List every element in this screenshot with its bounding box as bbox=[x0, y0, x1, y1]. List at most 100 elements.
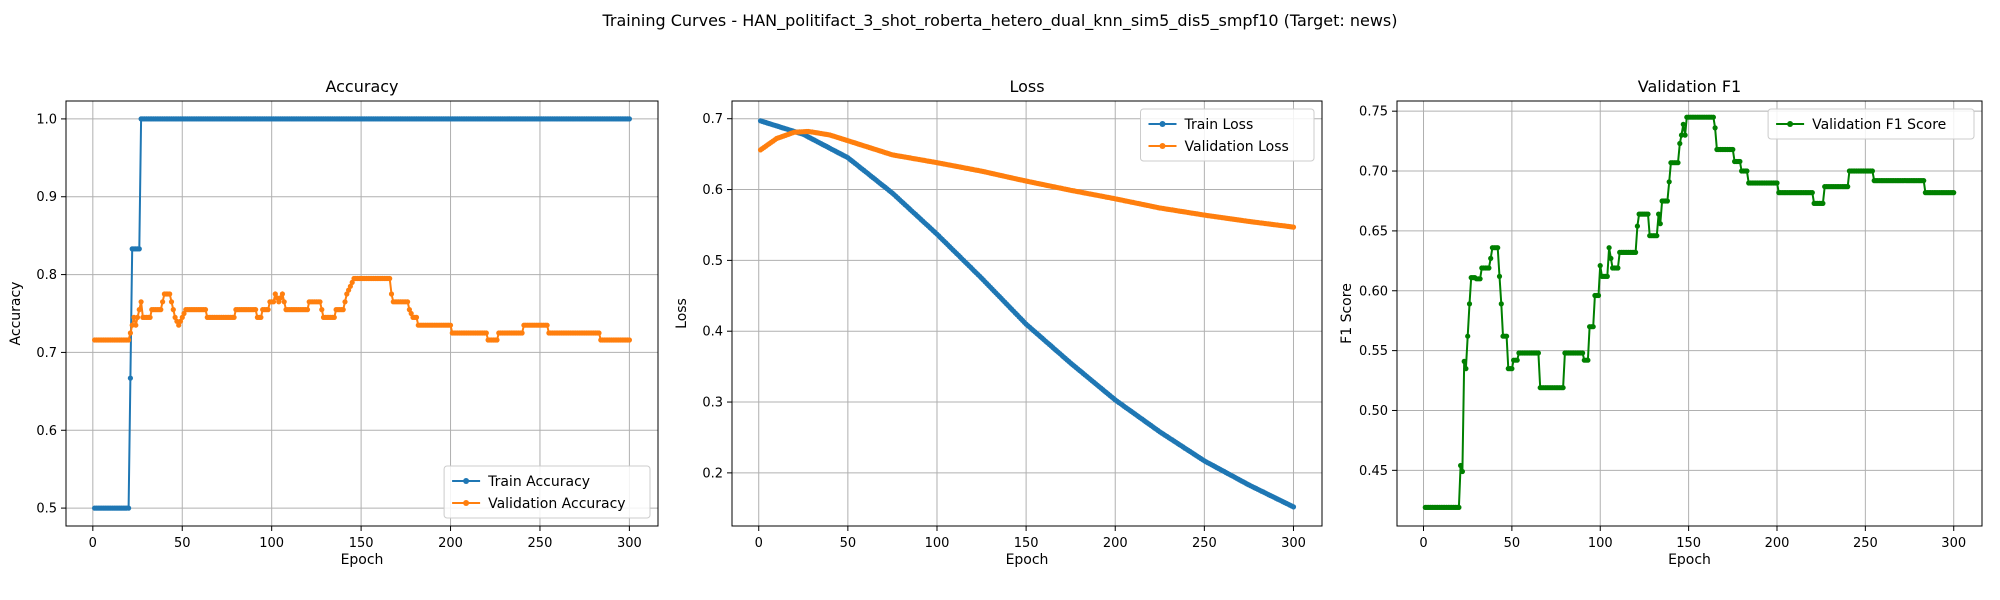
data-point bbox=[258, 314, 264, 320]
data-point bbox=[347, 283, 353, 289]
series-validation-f1-score bbox=[1422, 114, 1957, 510]
data-point bbox=[138, 299, 144, 305]
data-point bbox=[281, 299, 287, 305]
data-point bbox=[1657, 221, 1663, 227]
y-axis-label: F1 Score bbox=[1339, 283, 1355, 344]
data-point bbox=[1680, 121, 1686, 127]
data-point bbox=[160, 299, 166, 305]
data-point bbox=[1466, 301, 1473, 307]
data-point bbox=[596, 330, 602, 336]
data-point bbox=[1486, 265, 1492, 271]
data-point bbox=[1730, 146, 1736, 153]
y-tick-label: 0.6 bbox=[702, 183, 723, 198]
data-point bbox=[1845, 184, 1851, 190]
data-point bbox=[170, 307, 176, 313]
data-point bbox=[278, 295, 284, 301]
panel-title: Accuracy bbox=[325, 77, 398, 96]
data-point bbox=[1514, 357, 1520, 363]
y-tick-label: 0.60 bbox=[1359, 284, 1388, 299]
panel-2: 0 50 100 150 200 250 300 0.2 0.3 0.4 0.5 0.6 0.7 Loss… bbox=[674, 77, 1323, 568]
data-point bbox=[1682, 132, 1688, 138]
series-validation-accuracy bbox=[92, 275, 633, 343]
y-axis-label: Loss bbox=[674, 298, 690, 329]
data-point bbox=[270, 299, 277, 305]
figure-title: Training Curves - HAN_politifact_3_shot_… bbox=[602, 11, 1398, 31]
data-point bbox=[1606, 245, 1612, 251]
data-point bbox=[1458, 462, 1464, 469]
data-point bbox=[388, 291, 395, 297]
series-train-accuracy bbox=[92, 116, 633, 511]
x-tick-label: 200 bbox=[1103, 536, 1128, 551]
legend-swatch-marker bbox=[1159, 121, 1166, 127]
legend-box bbox=[443, 465, 651, 519]
data-point bbox=[349, 279, 355, 285]
data-point bbox=[1456, 504, 1462, 510]
data-point bbox=[1608, 255, 1614, 261]
data-point bbox=[231, 314, 237, 320]
y-tick-label: 0.6 bbox=[36, 424, 57, 439]
data-point bbox=[1604, 273, 1610, 279]
x-tick-label: 150 bbox=[1014, 536, 1039, 551]
data-point bbox=[304, 307, 311, 313]
data-point bbox=[1774, 180, 1780, 186]
x-axis-label: Epoch bbox=[1006, 552, 1049, 568]
data-point bbox=[174, 318, 180, 324]
data-point bbox=[1633, 249, 1639, 255]
data-point bbox=[319, 307, 325, 313]
data-point bbox=[331, 314, 337, 320]
panel-3: 0 50 100 150 200 250 300 0.45 0.50 0.55 0.60 0.65 0.… bbox=[1339, 77, 1983, 568]
y-tick-label: 0.45 bbox=[1359, 464, 1388, 479]
data-point bbox=[126, 505, 132, 511]
panel-1: 0 50 100 150 200 250 300 0.5 0.6 0.7 0.8 0.9 1.0 Accu… bbox=[8, 77, 659, 568]
data-point bbox=[406, 307, 412, 313]
data-point bbox=[1809, 190, 1815, 196]
y-tick-label: 0.8 bbox=[36, 268, 57, 283]
x-tick-label: 150 bbox=[349, 536, 374, 551]
legend-label: Validation F1 Score bbox=[1812, 117, 1946, 133]
x-tick-label: 100 bbox=[925, 536, 950, 551]
data-point bbox=[1666, 179, 1672, 185]
series-line bbox=[1425, 116, 1954, 509]
data-point bbox=[1590, 324, 1596, 330]
data-point bbox=[1712, 125, 1718, 131]
y-tick-label: 0.70 bbox=[1359, 165, 1388, 180]
y-tick-label: 0.75 bbox=[1359, 105, 1388, 120]
data-point bbox=[483, 330, 489, 336]
data-point bbox=[494, 337, 500, 343]
data-point bbox=[1595, 292, 1602, 299]
data-point bbox=[272, 291, 278, 297]
legend-swatch-marker bbox=[1159, 143, 1166, 149]
data-point bbox=[1744, 168, 1750, 174]
data-point bbox=[387, 275, 393, 282]
data-point bbox=[147, 314, 153, 320]
x-tick-label: 300 bbox=[617, 536, 642, 551]
data-point bbox=[202, 307, 209, 313]
y-tick-label: 1.0 bbox=[36, 112, 57, 127]
data-point bbox=[1465, 333, 1471, 339]
data-point bbox=[158, 307, 164, 313]
data-point bbox=[413, 314, 420, 320]
data-point bbox=[1496, 273, 1503, 279]
data-point bbox=[1585, 357, 1591, 363]
data-point bbox=[168, 299, 175, 305]
legend-label: Train Loss bbox=[1184, 117, 1254, 133]
y-tick-label: 0.65 bbox=[1359, 224, 1388, 239]
x-tick-label: 50 bbox=[174, 536, 191, 551]
x-tick-label: 200 bbox=[1765, 536, 1790, 551]
data-point bbox=[172, 314, 178, 320]
data-point bbox=[1615, 265, 1621, 271]
data-point bbox=[253, 307, 259, 313]
data-point bbox=[126, 337, 132, 343]
data-point bbox=[1869, 168, 1875, 174]
data-point bbox=[1290, 224, 1297, 230]
data-point bbox=[1710, 114, 1716, 120]
y-tick-label: 0.5 bbox=[702, 254, 723, 269]
data-point bbox=[1597, 263, 1603, 269]
y-tick-label: 0.7 bbox=[702, 112, 723, 127]
x-tick-label: 250 bbox=[1853, 536, 1878, 551]
x-axis-label: Epoch bbox=[1668, 552, 1711, 568]
data-point bbox=[1509, 366, 1515, 372]
x-tick-label: 100 bbox=[259, 536, 284, 551]
data-point bbox=[177, 318, 184, 324]
